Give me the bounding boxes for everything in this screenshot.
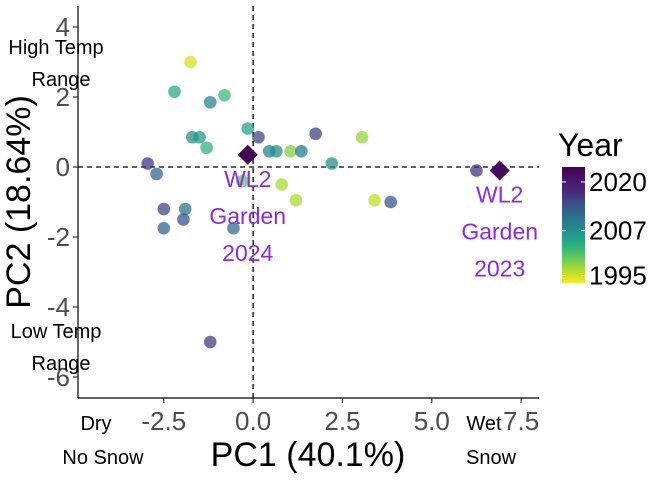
y-tick-label: 2 xyxy=(56,82,70,112)
y-tick-label: 4 xyxy=(56,12,70,42)
corner-top-left-line2: Range xyxy=(32,69,91,91)
scatter-point xyxy=(355,130,369,144)
scatter-point xyxy=(203,95,217,109)
highlight-point-label: WL2 xyxy=(476,182,523,208)
corner-x-right-line1: Wet xyxy=(466,413,502,435)
scatter-point xyxy=(168,85,181,99)
highlight-point-label: Garden xyxy=(461,219,538,245)
y-tick-label: -6 xyxy=(47,362,70,392)
scatter-point xyxy=(270,144,283,158)
scatter-point xyxy=(157,202,171,216)
scatter-point xyxy=(289,193,303,207)
scatter-point xyxy=(236,174,249,188)
y-axis-title: PC2 (18.64%) xyxy=(0,95,38,309)
corner-x-left-line2: No Snow xyxy=(62,447,144,469)
legend-title: Year xyxy=(558,127,623,163)
scatter-point xyxy=(309,127,322,141)
scatter-point xyxy=(184,55,197,69)
highlight-diamond-point xyxy=(489,160,510,181)
highlight-point-label: 2023 xyxy=(474,256,525,282)
x-tick-label: 7.5 xyxy=(503,406,539,436)
corner-bottom-left-line2: Range xyxy=(32,353,91,375)
highlight-diamond-point xyxy=(237,144,258,165)
scatter-point xyxy=(275,178,288,191)
scatter-point xyxy=(157,221,171,235)
x-tick-label: -2.5 xyxy=(141,406,186,436)
scatter-point xyxy=(252,130,265,144)
legend-tick-label: 2007 xyxy=(589,216,647,246)
y-tick-label: -2 xyxy=(47,222,70,252)
scatter-point xyxy=(193,130,206,144)
scatter-point xyxy=(284,144,297,158)
scatter-point xyxy=(241,122,255,135)
corner-bottom-left-line1: Low Temp xyxy=(11,321,102,343)
scatter-point xyxy=(368,193,381,207)
corner-x-left-line1: Dry xyxy=(80,413,111,435)
x-axis-title: PC1 (40.1%) xyxy=(211,436,406,474)
scatter-point xyxy=(325,157,339,170)
legend-tick-label: 1995 xyxy=(589,261,647,291)
y-tick-label: -4 xyxy=(47,292,70,322)
scatter-point xyxy=(150,167,163,181)
scatter-point xyxy=(384,195,397,209)
x-tick-label: 2.5 xyxy=(324,406,360,436)
scatter-point xyxy=(218,88,231,102)
highlight-point-label: 2024 xyxy=(222,240,273,266)
scatter-point xyxy=(141,157,154,170)
highlight-point-label: WL2 xyxy=(224,166,271,192)
legend-tick-label: 2020 xyxy=(589,167,647,197)
scatter-point xyxy=(178,202,192,216)
corner-x-right-line2: Snow xyxy=(466,447,517,469)
x-tick-label: 0.0 xyxy=(235,406,271,436)
corner-top-left-line1: High Temp xyxy=(8,37,103,59)
legend: Year 2020 2007 1995 xyxy=(558,127,647,291)
scatter-point xyxy=(470,164,483,177)
legend-colorbar xyxy=(562,167,585,283)
x-tick-label: 5.0 xyxy=(414,406,450,436)
scatter-point xyxy=(200,141,213,155)
scatter-point xyxy=(227,221,240,235)
scatter-point xyxy=(295,144,308,158)
scatter-point xyxy=(203,335,217,349)
y-tick-label: 0 xyxy=(56,152,70,182)
highlight-point-label: Garden xyxy=(209,203,286,229)
scatter-point xyxy=(177,213,190,226)
